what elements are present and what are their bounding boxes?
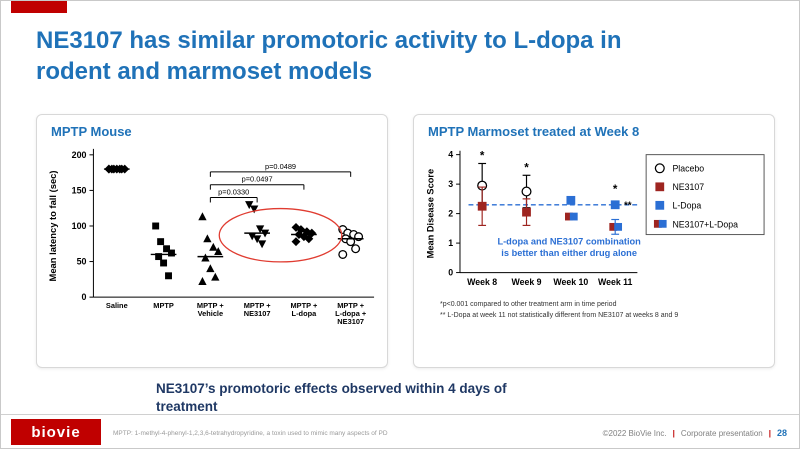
title-line-2: rodent and marmoset models: [36, 58, 373, 86]
footer-note: MPTP: 1-methyl-4-phenyl-1,2,3,6-tetrahyd…: [113, 430, 388, 437]
marmoset-chart: 0 1 2 3 4 Mean Disease Score Week 8 Week 9 Week …: [426, 150, 765, 287]
mouse-panel-title: MPTP Mouse: [51, 124, 132, 139]
marmoset-ytick: 2: [448, 209, 453, 219]
footer-label: Corporate presentation: [680, 428, 763, 438]
mouse-ytick: 100: [72, 221, 87, 231]
page-title: NE3107 has similar promotoric activity t…: [36, 25, 776, 87]
takeaway-text: NE3107’s promotoric effects observed wit…: [156, 381, 507, 415]
mouse-ylabel: Mean latency to fall (sec): [48, 170, 58, 281]
mouse-ytick: 50: [77, 257, 87, 267]
biovie-logo-text: biovie: [31, 423, 81, 441]
footer-separator: |: [768, 428, 771, 438]
marmoset-ytick: 3: [448, 179, 453, 189]
marmoset-series-l-dopa: ***: [566, 183, 632, 212]
p-value-label: p=0.0489: [265, 162, 296, 171]
mouse-ytick: 150: [72, 185, 87, 195]
footer-separator: |: [672, 428, 675, 438]
mouse-series-mptp-l-dopa: [291, 222, 317, 247]
p-value-label: p=0.0497: [242, 175, 273, 184]
p-value-label: p=0.0330: [218, 188, 249, 197]
mouse-series-mptp-l-dopa-ne3107: [337, 225, 364, 259]
mouse-series-mptp-vehicle: [197, 212, 224, 285]
footer-copyright: ©2022 BioVie Inc.: [602, 428, 667, 438]
mouse-ytick: 200: [72, 150, 87, 160]
marmoset-ylabel: Mean Disease Score: [426, 169, 436, 258]
mouse-series-mptp: [150, 222, 177, 280]
mouse-xtick: MPTP + Vehicle: [197, 301, 224, 318]
legend-label: Placebo: [672, 164, 704, 174]
marmoset-footnotes: *p<0.001 compared to other treatment arm…: [440, 299, 774, 321]
footer: biovie MPTP: 1-methyl-4-phenyl-1,2,3,6-t…: [1, 414, 799, 448]
mouse-panel: MPTP Mouse 0 50 100 150 200 Mean latency to f…: [36, 114, 388, 368]
mouse-series-mptp-ne3107: [244, 201, 270, 249]
mouse-xtick: MPTP: [153, 301, 174, 310]
mouse-chart: 0 50 100 150 200 Mean latency to fall (sec) Sa…: [48, 148, 375, 326]
marmoset-series-ne3107: [477, 186, 531, 226]
marmoset-ytick: 4: [448, 150, 453, 160]
footer-right: ©2022 BioVie Inc. | Corporate presentati…: [603, 428, 787, 438]
marmoset-xtick: Week 10: [553, 277, 588, 287]
marmoset-ytick: 0: [448, 267, 453, 277]
mouse-xtick: Saline: [106, 301, 128, 310]
page-number: 28: [776, 428, 787, 438]
significance-bracket: [209, 197, 258, 203]
footnote-double-star: ** L-Dopa at week 11 not statistically d…: [440, 312, 679, 320]
mouse-ytick: 0: [82, 292, 87, 302]
significance-bracket: [209, 171, 352, 177]
combination-annotation: L-dopa and NE3107 combination is better t…: [497, 236, 641, 258]
significance-note: **: [624, 201, 632, 212]
mouse-xtick: MPTP + NE3107: [244, 301, 271, 318]
legend-label: L-Dopa: [672, 201, 701, 211]
marmoset-xtick: Week 9: [511, 277, 541, 287]
legend-label: NE3107: [672, 182, 704, 192]
accent-bar: [11, 1, 67, 13]
significance-bracket: [209, 184, 305, 190]
significance-star: *: [480, 150, 485, 163]
legend-label: NE3107+L-Dopa: [672, 219, 738, 229]
marmoset-series-ne3107-l-dopa: [565, 212, 623, 235]
mouse-xtick: MPTP + L-dopa: [290, 301, 317, 318]
biovie-logo: biovie: [11, 419, 101, 445]
marmoset-legend: Placebo NE3107 L-Dopa NE3107+L-Dopa: [645, 154, 765, 236]
marmoset-xtick: Week 8: [467, 277, 497, 287]
title-line-1: NE3107 has similar promotoric activity t…: [36, 27, 622, 54]
significance-star: *: [613, 183, 618, 196]
marmoset-series-placebo: **: [477, 150, 532, 209]
mouse-xtick: MPTP + L-dopa + NE3107: [335, 301, 367, 326]
mouse-axes: [89, 148, 375, 298]
mouse-series-saline: [103, 164, 130, 174]
highlight-ellipse: [218, 207, 343, 263]
marmoset-panel: MPTP Marmoset treated at Week 8 0 1 2 3 4 Mea…: [413, 114, 775, 368]
significance-star: *: [524, 161, 529, 174]
marmoset-panel-title: MPTP Marmoset treated at Week 8: [428, 124, 640, 139]
marmoset-xtick: Week 11: [598, 277, 633, 287]
marmoset-ytick: 1: [448, 238, 453, 248]
marmoset-axes: [456, 150, 638, 274]
footnote-star: *p<0.001 compared to other treatment arm…: [440, 300, 617, 308]
